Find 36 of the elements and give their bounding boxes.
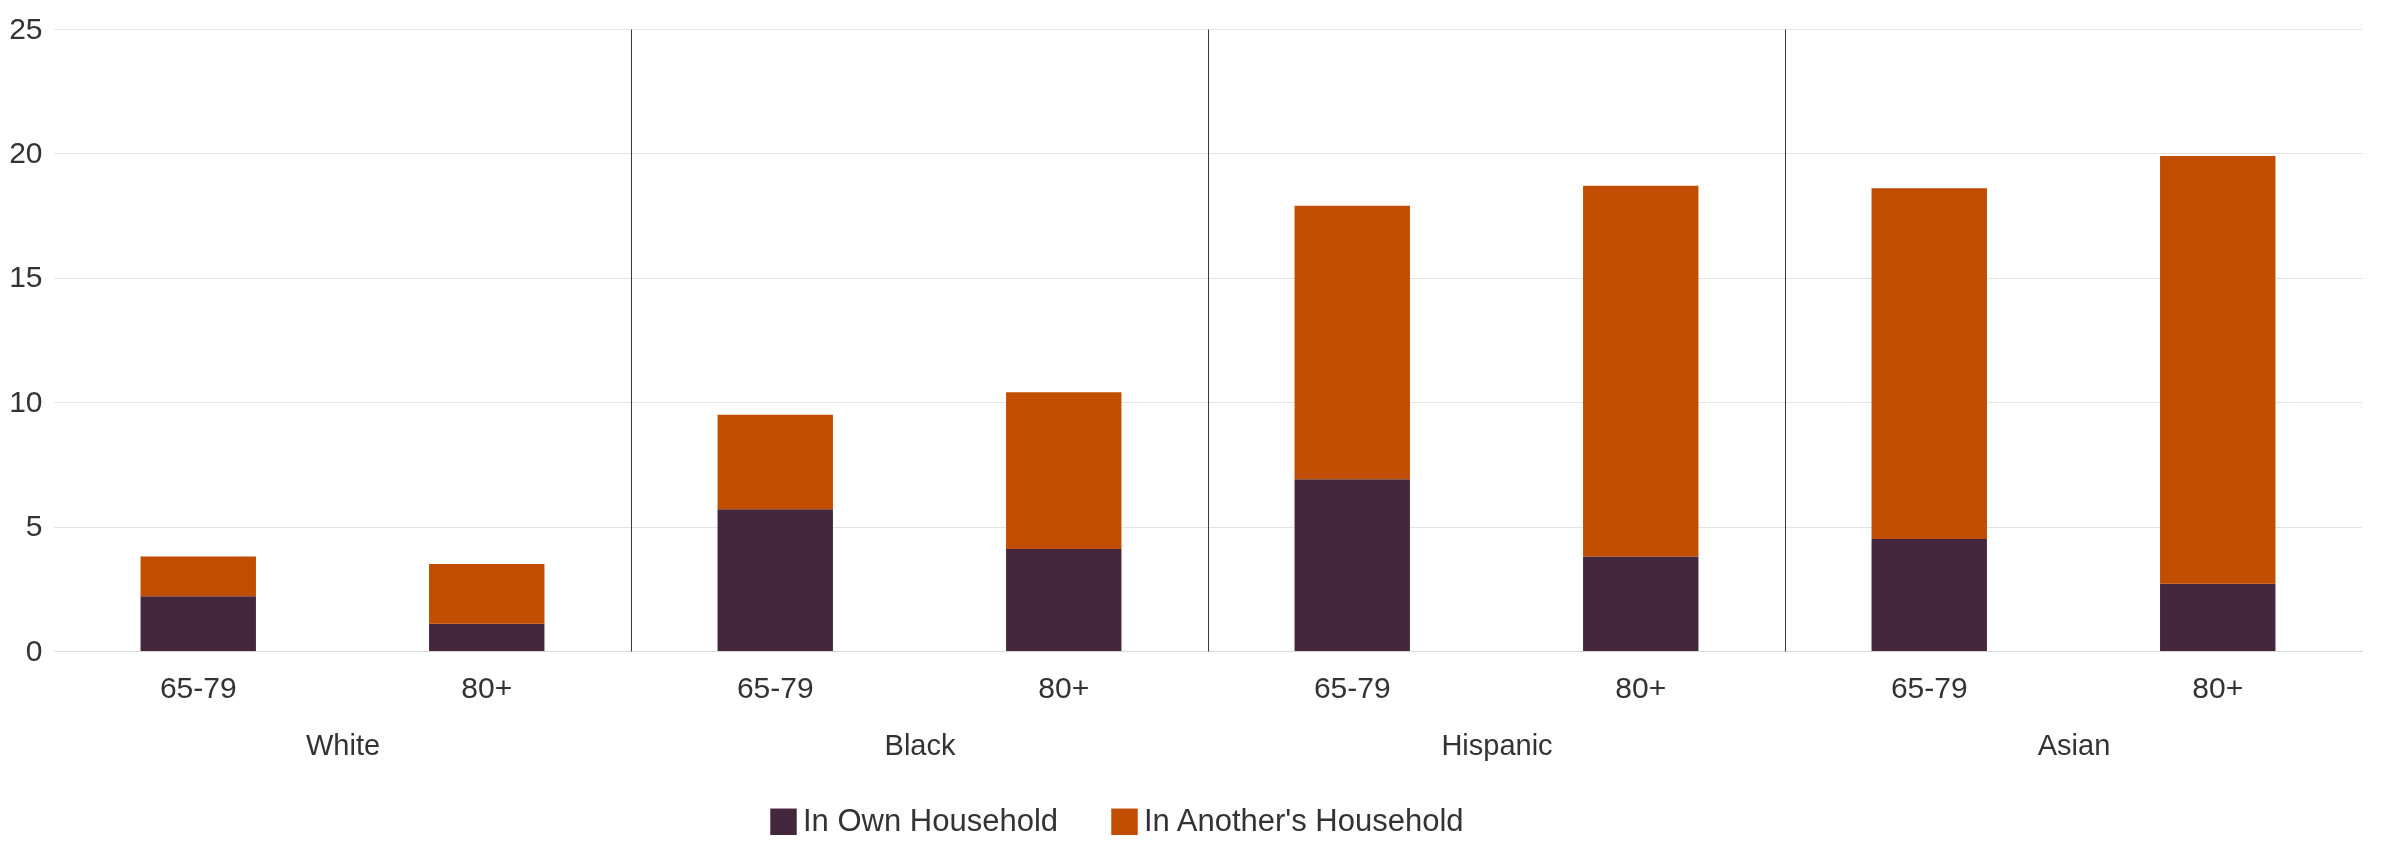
bar — [2160, 155, 2276, 584]
y-tick-label: 10 — [9, 384, 43, 418]
y-tick-label: 20 — [9, 135, 43, 169]
bar — [1583, 185, 1699, 557]
x-axis-title: White — [305, 728, 381, 761]
x-axis-title: Black — [884, 728, 956, 761]
bar — [1006, 548, 1122, 651]
y-tick-label: 0 — [25, 633, 43, 667]
bar — [1871, 539, 1987, 651]
x-tick-label: 80+ — [2192, 670, 2244, 704]
x-axis-title: Hispanic — [1441, 728, 1553, 761]
x-tick-label: 80+ — [1615, 670, 1667, 704]
bar — [140, 556, 256, 597]
x-tick-label: 65-79 — [1313, 670, 1391, 704]
x-tick-label: 65-79 — [1890, 670, 1968, 704]
y-tick-label: 15 — [9, 260, 43, 294]
bar — [429, 563, 545, 624]
x-tick-label: 65-79 — [159, 670, 237, 704]
bar — [429, 623, 545, 651]
x-tick-label: 65-79 — [736, 670, 814, 704]
y-tick-label: 5 — [25, 509, 43, 543]
legend-label: In Another's Household — [1144, 802, 1464, 838]
bar — [717, 509, 833, 651]
bar — [1294, 205, 1410, 480]
bar — [717, 414, 833, 510]
x-axis-title: Asian — [2037, 728, 2111, 761]
bar — [1006, 392, 1122, 549]
bar — [140, 596, 256, 651]
x-tick-label: 80+ — [1038, 670, 1090, 704]
x-tick-label: 80+ — [461, 670, 513, 704]
bar — [2160, 583, 2276, 651]
y-tick-label: 25 — [9, 11, 43, 45]
bar — [1583, 556, 1699, 651]
bar — [1871, 188, 1987, 540]
bar — [1294, 479, 1410, 651]
legend-label: In Own Household — [803, 802, 1059, 838]
